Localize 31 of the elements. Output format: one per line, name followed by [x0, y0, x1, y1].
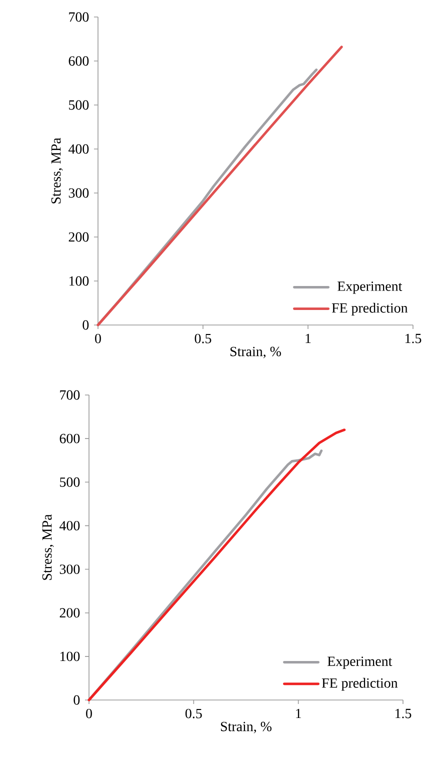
y-tick-label: 600: [60, 434, 80, 444]
y-tick-label: 700: [69, 12, 89, 22]
legend-label: Experiment: [328, 656, 392, 669]
y-tick-label: 100: [60, 652, 80, 662]
y-tick-label: 300: [60, 564, 80, 574]
y-tick-label: 600: [68, 56, 89, 66]
x-axis-title: Strain, %: [230, 346, 281, 358]
y-tick-label: 500: [60, 477, 80, 487]
x-tick-label: 0.5: [194, 334, 212, 344]
y-tick-label: 700: [60, 390, 80, 400]
legend-label: FE prediction: [332, 302, 408, 316]
x-tick-label: 1.5: [406, 334, 422, 344]
x-tick-label: 1.5: [396, 708, 412, 718]
y-tick-label: 500: [69, 100, 89, 110]
legend-label: FE prediction: [322, 678, 398, 691]
y-tick-label: 100: [69, 276, 89, 286]
x-tick-label: 0.5: [185, 708, 202, 718]
y-axis-title: Stress, MPa: [51, 138, 63, 204]
y-tick-label: 200: [60, 608, 80, 618]
x-tick-label: 1: [296, 708, 301, 718]
legend-label: Experiment: [338, 282, 402, 294]
x-tick-label: 1: [306, 334, 311, 344]
y-tick-label: 0: [82, 320, 89, 330]
y-tick-label: 400: [68, 144, 89, 154]
y-tick-label: 200: [68, 232, 89, 242]
y-tick-label: 0: [74, 695, 80, 705]
y-tick-label: 400: [59, 520, 80, 530]
x-axis-title: Strain, %: [220, 722, 272, 734]
y-tick-label: 300: [68, 188, 89, 198]
x-tick-label: 0: [95, 334, 101, 344]
y-axis-title: Stress, MPa: [42, 514, 54, 580]
